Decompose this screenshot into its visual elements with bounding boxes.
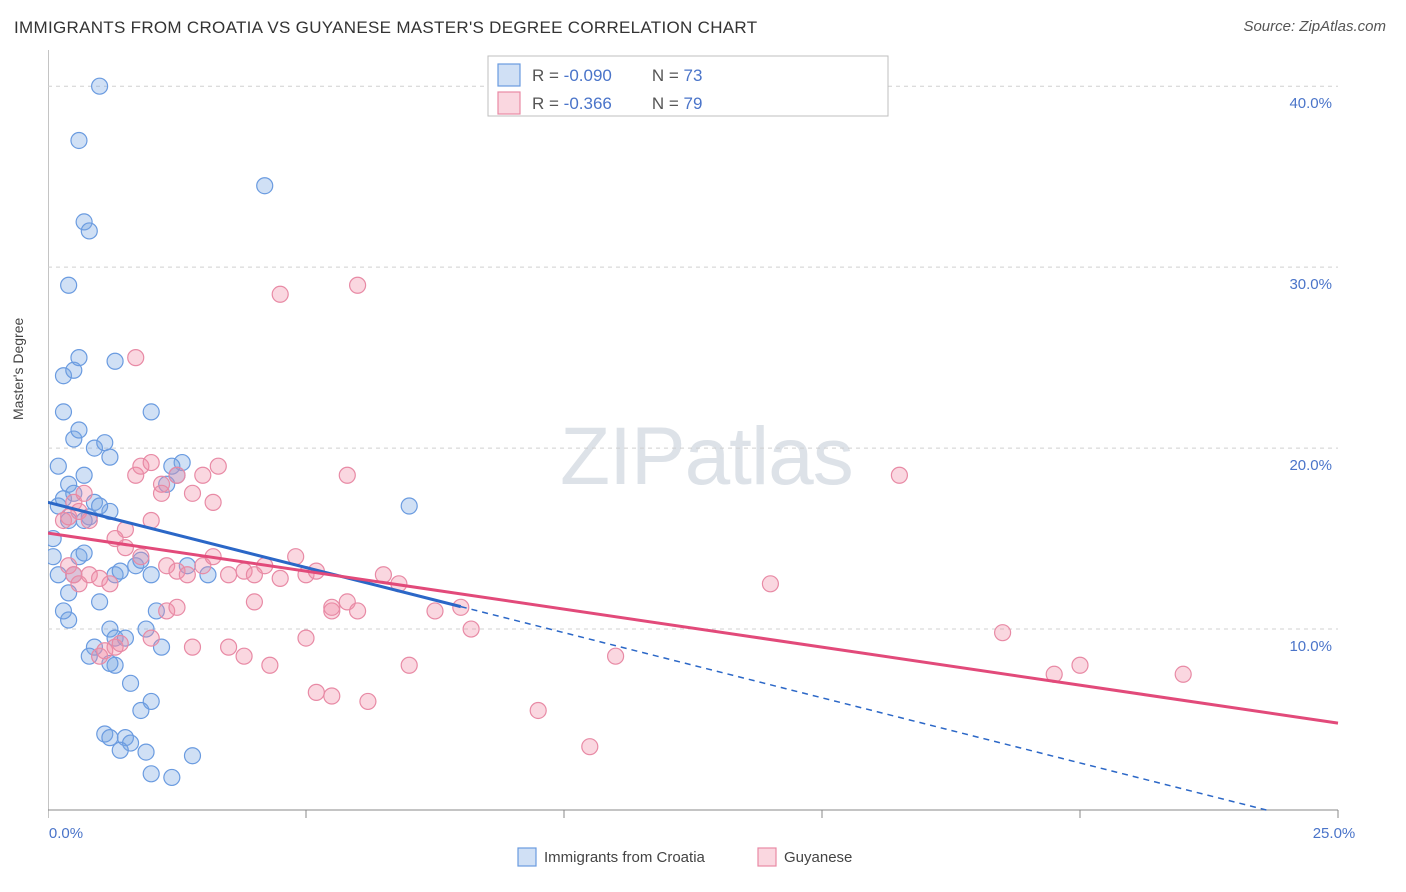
- svg-text:30.0%: 30.0%: [1289, 276, 1332, 293]
- source-attribution: Source: ZipAtlas.com: [1243, 18, 1386, 35]
- svg-text:20.0%: 20.0%: [1289, 457, 1332, 474]
- svg-text:Guyanese: Guyanese: [784, 849, 852, 866]
- svg-text:Immigrants from Croatia: Immigrants from Croatia: [544, 849, 706, 866]
- svg-text:10.0%: 10.0%: [1289, 638, 1332, 655]
- chart-canvas: 10.0%20.0%30.0%40.0%0.0%25.0%R = -0.090N…: [48, 50, 1388, 840]
- chart-title: IMMIGRANTS FROM CROATIA VS GUYANESE MAST…: [14, 18, 757, 38]
- svg-text:40.0%: 40.0%: [1289, 95, 1332, 112]
- y-axis-label: Master's Degree: [10, 318, 26, 420]
- svg-text:25.0%: 25.0%: [1313, 825, 1356, 842]
- svg-text:0.0%: 0.0%: [49, 825, 83, 842]
